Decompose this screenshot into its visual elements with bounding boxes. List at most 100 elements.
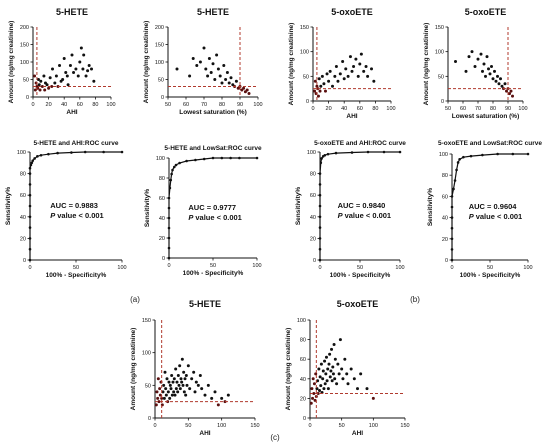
roc-point: [167, 246, 171, 250]
data-point: [234, 79, 238, 83]
data-point: [226, 393, 230, 397]
y-tick-label: 50: [158, 78, 164, 84]
data-point: [335, 382, 339, 386]
data-point: [180, 357, 184, 361]
roc-point: [382, 150, 386, 154]
data-point: [333, 74, 337, 78]
data-point: [242, 86, 246, 90]
data-point: [174, 367, 178, 371]
data-point: [160, 396, 164, 400]
data-point: [206, 74, 210, 78]
y-tick-label: 150: [155, 43, 164, 49]
data-point: [370, 67, 373, 71]
data-point: [184, 374, 188, 378]
roc-point: [496, 152, 499, 156]
data-point: [70, 53, 74, 57]
roc-point: [511, 152, 515, 156]
data-point: [210, 396, 214, 400]
data-point: [178, 387, 182, 391]
y-tick-label: 50: [438, 74, 444, 80]
roc-point: [28, 215, 32, 219]
data-point: [206, 383, 210, 387]
data-point: [356, 74, 360, 78]
data-point: [332, 343, 336, 346]
data-point: [509, 89, 513, 93]
data-point: [172, 390, 176, 394]
roc-point: [453, 179, 457, 182]
p-value-label: P: [188, 213, 194, 222]
data-point: [222, 64, 226, 67]
data-point: [50, 85, 54, 88]
roc-point: [398, 150, 402, 154]
x-tick-label: 40: [61, 102, 67, 108]
data-point: [192, 370, 196, 374]
data-point: [40, 85, 44, 88]
roc-point: [469, 154, 473, 158]
data-point: [229, 76, 233, 80]
y-tick-label: 20: [300, 396, 306, 402]
data-point: [216, 403, 220, 407]
data-point: [224, 78, 228, 81]
data-point: [90, 67, 93, 71]
data-point: [359, 372, 363, 376]
data-point: [173, 393, 177, 397]
data-point: [328, 69, 332, 73]
roc-point: [167, 196, 171, 200]
x-tick-label: 90: [237, 102, 243, 108]
data-point: [334, 64, 338, 68]
data-point: [330, 347, 334, 351]
data-point: [341, 60, 345, 64]
roc-point: [334, 151, 338, 155]
data-point: [190, 377, 194, 381]
data-point: [327, 362, 331, 366]
chart-7: 5-oxoETE and AHI:ROC curve 0 50 100 0 20 40 60 8…: [295, 140, 406, 279]
data-point: [204, 67, 208, 71]
y-tick-label: 100: [297, 318, 306, 324]
data-point: [182, 390, 186, 394]
roc-point: [481, 153, 484, 157]
chart-3: 5-oxoETE 0 20 40 60 80 100 0 50 100 150 AHI Amount (…: [288, 7, 396, 120]
data-point: [312, 392, 316, 395]
data-point: [157, 400, 161, 404]
y-tick-label: 100: [17, 150, 26, 156]
data-point: [473, 64, 477, 68]
roc-point: [462, 155, 465, 159]
data-point: [328, 352, 332, 356]
data-point: [161, 390, 165, 394]
x-tick-label: 50: [339, 423, 345, 429]
x-tick-label: 70: [475, 106, 481, 112]
data-point: [322, 82, 326, 86]
x-tick-label: 60: [460, 106, 466, 112]
y-tick-label: 40: [20, 215, 26, 221]
y-tick-label: 60: [159, 196, 165, 202]
panel-label-b: (b): [410, 295, 420, 304]
data-point: [79, 46, 83, 50]
data-point: [494, 79, 498, 83]
x-tick-label: 0: [450, 265, 453, 271]
data-point: [484, 74, 487, 78]
roc-point: [178, 161, 181, 165]
data-point: [350, 69, 354, 73]
data-point: [198, 60, 202, 64]
roc-point: [169, 178, 173, 182]
roc-point: [450, 205, 454, 209]
roc-point: [28, 247, 32, 251]
data-point: [195, 64, 199, 67]
roc-point: [28, 193, 32, 197]
x-tick-label: 40: [341, 106, 347, 112]
data-point: [372, 79, 376, 83]
roc-point: [220, 156, 224, 160]
roc-point: [56, 151, 59, 155]
data-point: [345, 372, 349, 376]
chart-title: 5-HETE: [56, 7, 88, 17]
y-tick-label: 150: [20, 43, 29, 49]
roc-point: [171, 168, 174, 172]
auc-annotation: AUC = 0.9883: [50, 201, 98, 210]
x-axis-label: AHI: [66, 109, 77, 116]
data-point: [92, 79, 96, 83]
x-axis-label: 100% - Specificity%: [183, 270, 244, 277]
x-axis-label: Lowest saturation (%): [179, 109, 247, 116]
data-point: [314, 372, 318, 376]
x-tick-label: 100: [252, 263, 261, 269]
